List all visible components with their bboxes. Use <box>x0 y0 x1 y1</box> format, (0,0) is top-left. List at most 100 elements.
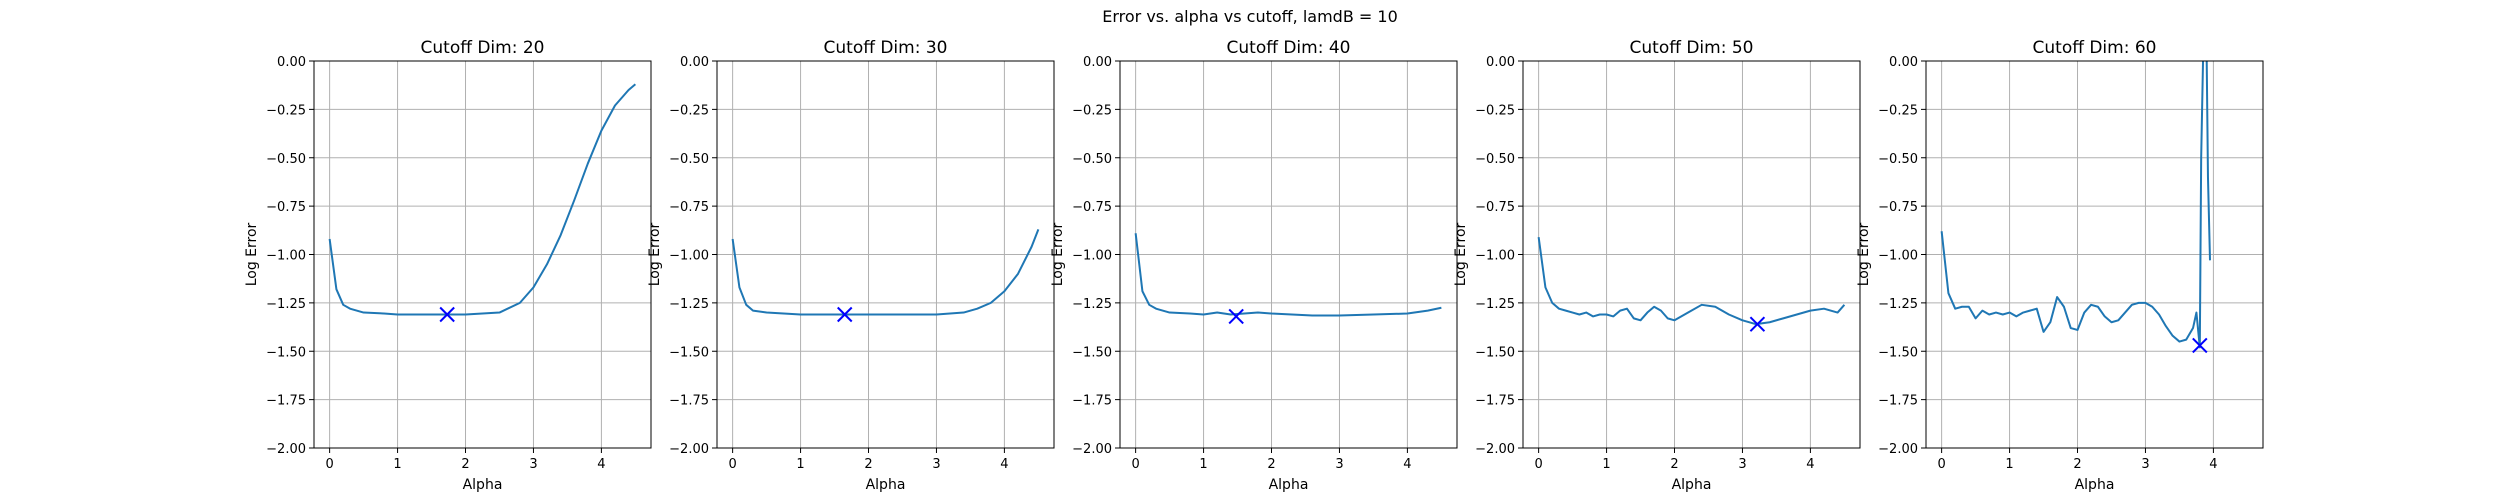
x-tick-label: 4 <box>1000 457 1008 472</box>
x-tick-label: 3 <box>2141 457 2149 472</box>
subplot-3: 0 1 2 3 4 −2.00 −1.75 −1.50 −1.25 −1.00 −0.75 −0.50… <box>1050 38 1458 493</box>
x-tick-label: 1 <box>2005 457 2013 472</box>
y-tick-label: −1.00 <box>1475 249 1515 264</box>
subplot-title: Cutoff Dim: 20 <box>421 38 545 58</box>
min-marker <box>1749 316 1766 332</box>
y-tick-label: −2.00 <box>1072 442 1112 457</box>
y-tick-label: −1.50 <box>1878 345 1918 360</box>
y-tick-label: −1.25 <box>669 297 709 312</box>
y-tick-label: −1.25 <box>266 297 306 312</box>
subplot-title: Cutoff Dim: 40 <box>1227 38 1351 58</box>
y-tick-label: −0.25 <box>1878 103 1918 118</box>
x-tick-label: 0 <box>325 457 333 472</box>
series-line-1 <box>731 228 1040 316</box>
y-tick-label: −1.75 <box>1475 394 1515 409</box>
y-tick-label: 0.00 <box>680 55 709 70</box>
y-tick-label: −0.75 <box>1878 200 1918 215</box>
figure-suptitle: Error vs. alpha vs cutoff, lamdB = 10 <box>1102 7 1398 26</box>
x-tick-label: 3 <box>932 457 940 472</box>
y-tick-label: −1.00 <box>1878 249 1918 264</box>
y-tick-label: −0.50 <box>1878 152 1918 167</box>
x-tick-label: 3 <box>529 457 537 472</box>
y-tick-label: −0.50 <box>266 152 306 167</box>
x-axis-label: Alpha <box>463 477 503 493</box>
series-line-1 <box>328 83 637 316</box>
x-axis-label: Alpha <box>1269 477 1309 493</box>
y-tick-label: −0.25 <box>1475 103 1515 118</box>
x-tick-label: 4 <box>1806 457 1814 472</box>
y-tick-label: −1.50 <box>266 345 306 360</box>
x-tick-label: 0 <box>1534 457 1542 472</box>
subplot-title: Cutoff Dim: 50 <box>1630 38 1754 58</box>
x-axis-label: Alpha <box>1672 477 1712 493</box>
y-tick-label: −0.25 <box>669 103 709 118</box>
y-tick-label: −1.75 <box>1878 394 1918 409</box>
y-tick-label: −1.25 <box>1878 297 1918 312</box>
y-tick-label: −0.50 <box>669 152 709 167</box>
y-tick-label: −0.75 <box>1475 200 1515 215</box>
x-tick-label: 4 <box>2209 457 2217 472</box>
y-tick-label: 0.00 <box>1083 55 1112 70</box>
y-axis-label: Log Error <box>1050 222 1066 286</box>
x-tick-label: 2 <box>864 457 872 472</box>
y-tick-label: −1.50 <box>1072 345 1112 360</box>
x-tick-label: 1 <box>393 457 401 472</box>
min-marker <box>837 306 853 323</box>
series-line-1 <box>1134 233 1442 317</box>
y-tick-label: −1.50 <box>669 345 709 360</box>
y-tick-label: −0.75 <box>266 200 306 215</box>
x-tick-label: 2 <box>1267 457 1275 472</box>
y-axis-label: Log Error <box>244 222 260 286</box>
x-tick-label: 2 <box>1670 457 1678 472</box>
y-tick-label: −0.25 <box>1072 103 1112 118</box>
y-tick-label: −0.25 <box>266 103 306 118</box>
y-axis-label: Log Error <box>1453 222 1469 286</box>
y-tick-label: −2.00 <box>266 442 306 457</box>
y-tick-label: −1.00 <box>669 249 709 264</box>
y-tick-label: −2.00 <box>669 442 709 457</box>
subplot-4: 0 1 2 3 4 −2.00 −1.75 −1.50 −1.25 −1.00 −0.75 −0.50… <box>1453 38 1861 493</box>
x-tick-label: 1 <box>796 457 804 472</box>
x-tick-label: 2 <box>461 457 469 472</box>
y-tick-label: −2.00 <box>1475 442 1515 457</box>
y-tick-label: −2.00 <box>1878 442 1918 457</box>
subplot-1: 0 1 2 3 4 −2.00 −1.75 −1.50 −1.25 −1.00 −0.75 −0.50… <box>244 38 652 493</box>
x-tick-label: 1 <box>1602 457 1610 472</box>
subplot-2: 0 1 2 3 4 −2.00 −1.75 −1.50 −1.25 −1.00 −0.75 −0.50… <box>647 38 1055 493</box>
min-marker <box>2192 337 2208 354</box>
series-line-1 <box>1940 61 2211 349</box>
y-tick-label: −1.75 <box>266 394 306 409</box>
min-marker <box>439 306 455 323</box>
x-tick-label: 4 <box>1403 457 1411 472</box>
y-axis-label: Log Error <box>1856 222 1872 286</box>
y-tick-label: −1.50 <box>1475 345 1515 360</box>
y-tick-label: −1.25 <box>1475 297 1515 312</box>
y-tick-label: −1.75 <box>669 394 709 409</box>
x-tick-label: 4 <box>597 457 605 472</box>
subplot-title: Cutoff Dim: 30 <box>824 38 948 58</box>
x-axis-label: Alpha <box>2075 477 2115 493</box>
y-tick-label: −1.25 <box>1072 297 1112 312</box>
y-tick-label: −1.00 <box>266 249 306 264</box>
subplots-container: 0 1 2 3 4 −2.00 −1.75 −1.50 −1.25 −1.00 −0.75 −0.50… <box>244 38 2264 493</box>
x-tick-label: 0 <box>728 457 736 472</box>
y-tick-label: −0.75 <box>669 200 709 215</box>
series-line-1 <box>1537 236 1846 326</box>
y-tick-label: 0.00 <box>1889 55 1918 70</box>
y-tick-label: −0.50 <box>1475 152 1515 167</box>
x-tick-label: 3 <box>1335 457 1343 472</box>
subplot-title: Cutoff Dim: 60 <box>2033 38 2157 58</box>
x-tick-label: 0 <box>1131 457 1139 472</box>
x-tick-label: 0 <box>1937 457 1945 472</box>
y-tick-label: 0.00 <box>1486 55 1515 70</box>
x-tick-label: 2 <box>2073 457 2081 472</box>
x-axis-label: Alpha <box>866 477 906 493</box>
min-marker <box>1228 308 1244 325</box>
y-tick-label: −0.75 <box>1072 200 1112 215</box>
y-axis-label: Log Error <box>647 222 663 286</box>
y-tick-label: 0.00 <box>277 55 306 70</box>
x-tick-label: 3 <box>1738 457 1746 472</box>
subplot-5: 0 1 2 3 4 −2.00 −1.75 −1.50 −1.25 −1.00 −0.75 −0.50… <box>1856 38 2264 493</box>
y-tick-label: −1.75 <box>1072 394 1112 409</box>
